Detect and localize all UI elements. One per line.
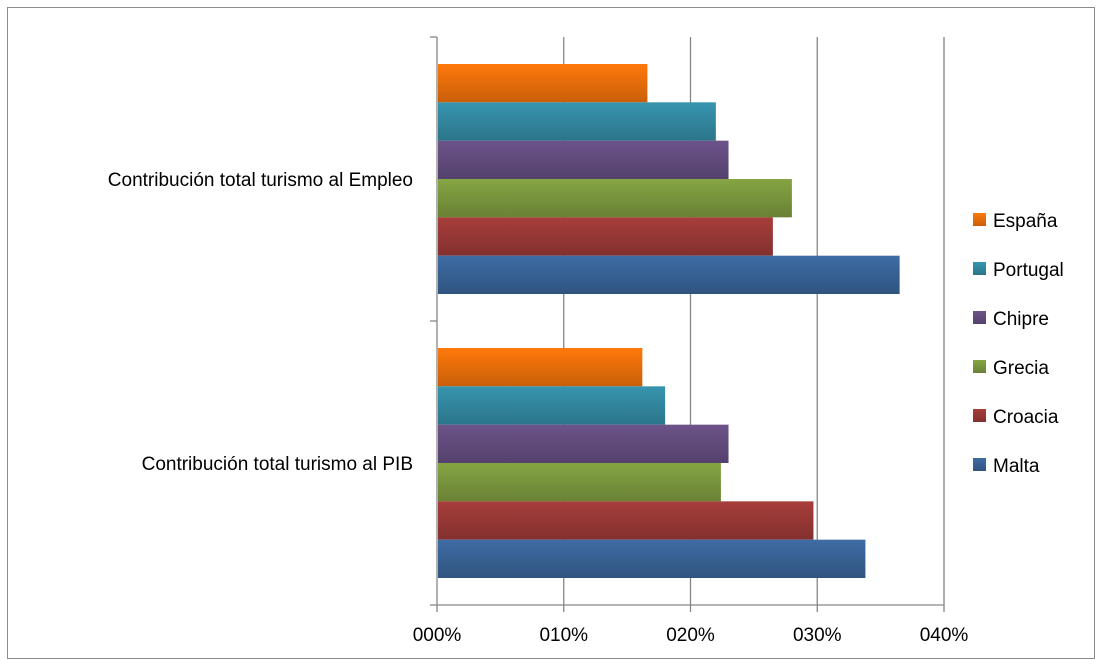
bar-grecia-pib xyxy=(438,463,721,502)
bars xyxy=(438,63,900,579)
bar-croacia-pib xyxy=(438,501,814,540)
legend-label-grecia: Grecia xyxy=(993,358,1049,379)
category-label: Contribución total turismo al PIB xyxy=(142,454,413,475)
legend-label-malta: Malta xyxy=(993,456,1040,477)
x-tick-label: 000% xyxy=(413,625,462,646)
category-labels: Contribución total turismo al Empleo Cont… xyxy=(108,170,413,475)
bar-portugal-empleo xyxy=(438,102,716,141)
bar-espana-empleo xyxy=(438,63,648,103)
axes xyxy=(430,36,945,612)
category-label: Contribución total turismo al Empleo xyxy=(108,170,413,191)
legend-swatch-espana xyxy=(973,213,986,226)
x-tick-labels: 000% 010% 020% 030% 040% xyxy=(413,625,969,646)
legend-label-portugal: Portugal xyxy=(993,260,1064,281)
bar-chipre-pib xyxy=(438,424,729,463)
x-tick-label: 020% xyxy=(666,625,715,646)
legend: España Portugal Chipre Grecia Croacia Malta xyxy=(973,211,1064,477)
bar-chipre-empleo xyxy=(438,140,729,179)
legend-swatch-portugal xyxy=(973,262,986,275)
legend-swatch-chipre xyxy=(973,311,986,324)
legend-swatch-grecia xyxy=(973,360,986,373)
bar-espana-pib xyxy=(438,347,643,387)
legend-swatch-croacia xyxy=(973,409,986,422)
legend-swatch-malta xyxy=(973,458,986,471)
x-tick-label: 040% xyxy=(920,625,969,646)
bar-malta-empleo xyxy=(438,255,900,295)
bar-croacia-empleo xyxy=(438,217,773,256)
bar-grecia-empleo xyxy=(438,179,792,218)
bar-malta-pib xyxy=(438,539,866,579)
x-tick-label: 030% xyxy=(793,625,842,646)
bar-portugal-pib xyxy=(438,386,666,425)
legend-label-espana: España xyxy=(993,211,1058,232)
x-tick-label: 010% xyxy=(539,625,588,646)
legend-label-chipre: Chipre xyxy=(993,309,1049,330)
legend-label-croacia: Croacia xyxy=(993,407,1059,428)
